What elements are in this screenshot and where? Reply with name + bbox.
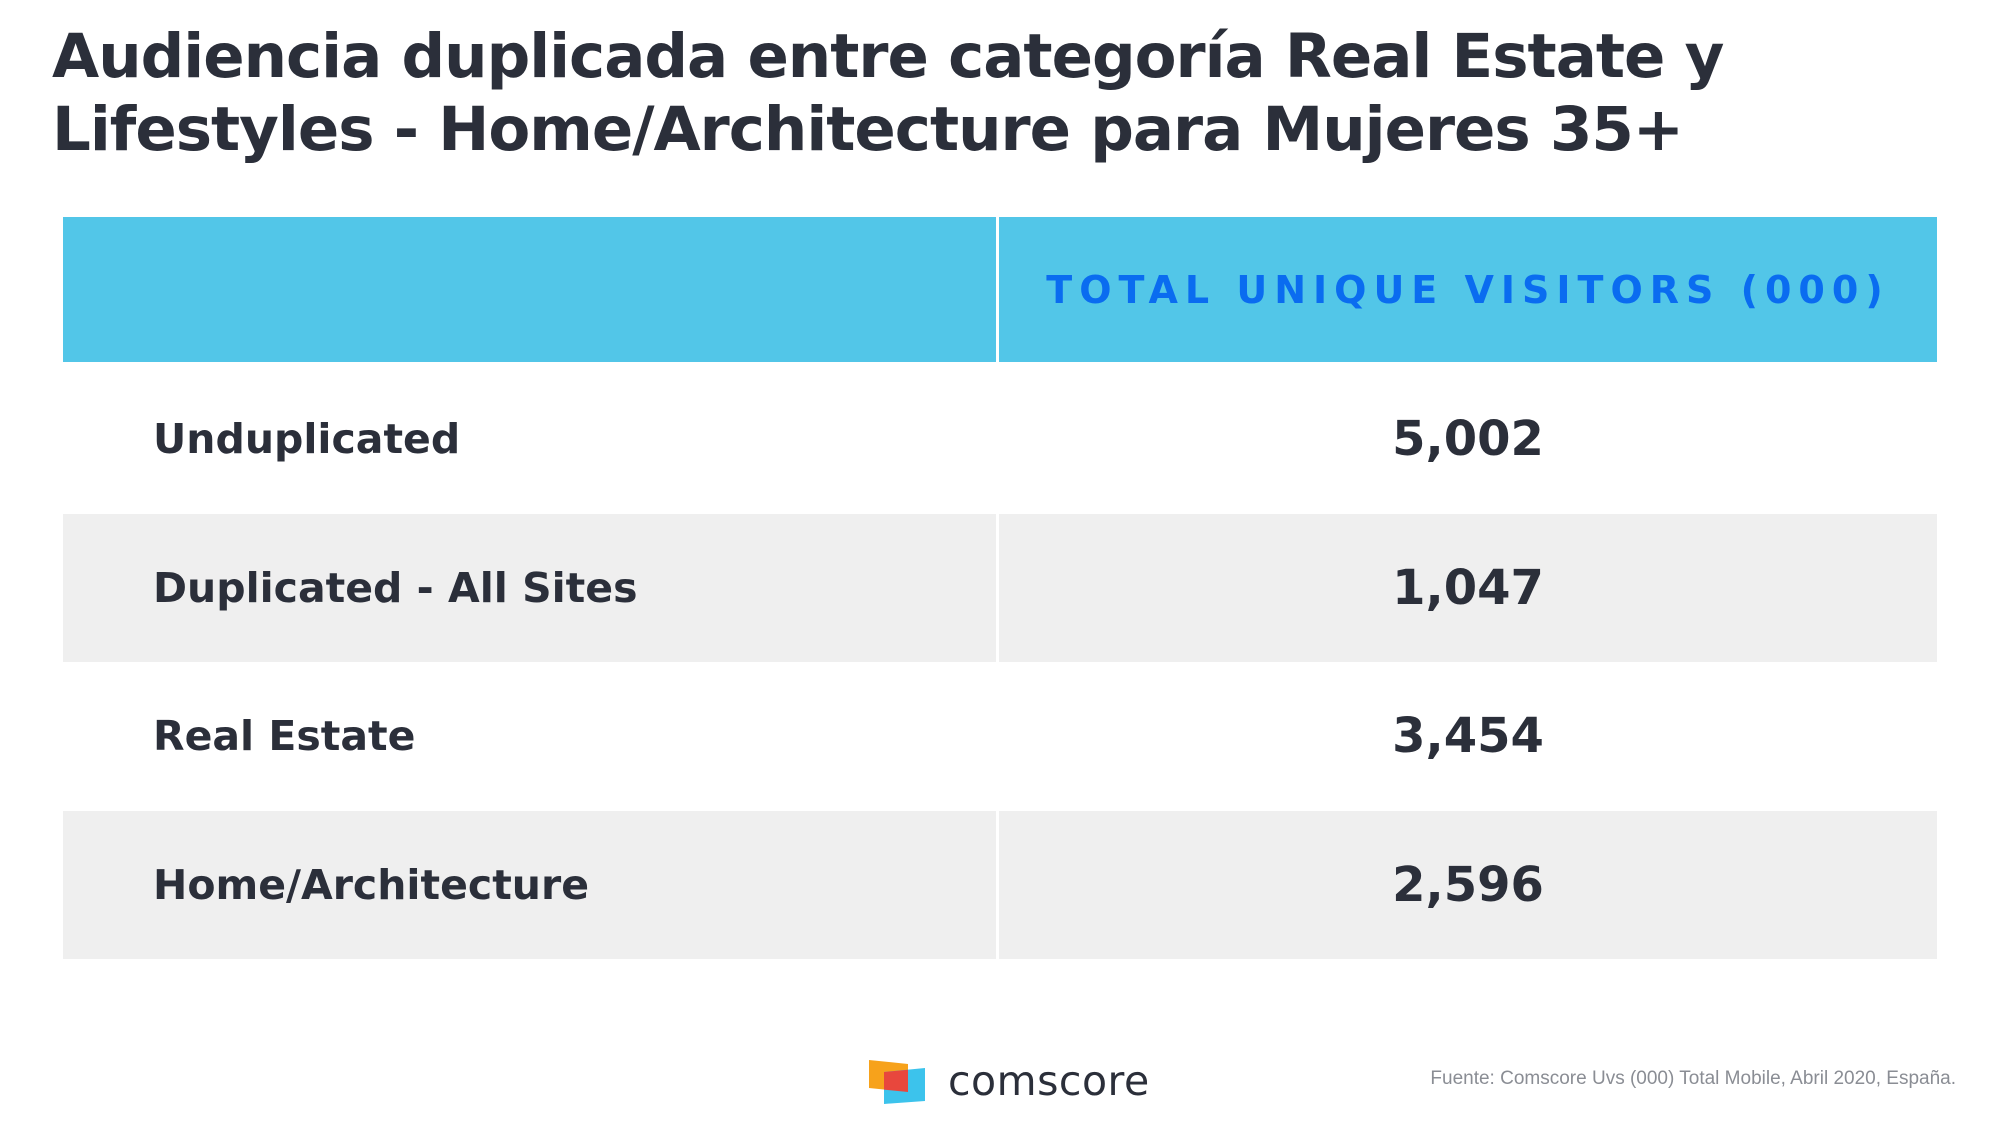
comscore-logo-text: comscore	[948, 1057, 1150, 1105]
table-row: Home/Architecture 2,596	[63, 810, 1937, 959]
row-label-duplicated-all-sites: Duplicated - All Sites	[63, 513, 999, 662]
source-note: Fuente: Comscore Uvs (000) Total Mobile,…	[1430, 1068, 1956, 1089]
row-label-home-architecture: Home/Architecture	[63, 810, 999, 959]
table-row: Real Estate 3,454	[63, 662, 1937, 811]
row-label-real-estate: Real Estate	[63, 662, 999, 811]
visitors-table: TOTAL UNIQUE VISITORS (000) Unduplicated…	[63, 217, 1937, 959]
row-value-unduplicated: 5,002	[1392, 411, 1544, 468]
header-cell-label	[63, 217, 999, 362]
comscore-logo-icon	[868, 1058, 926, 1104]
table-row: Duplicated - All Sites 1,047	[63, 513, 1937, 662]
table-row: Unduplicated 5,002	[63, 365, 1937, 514]
title-line-1: Audiencia duplicada entre categoría Real…	[52, 21, 1724, 92]
page-title: Audiencia duplicada entre categoría Real…	[52, 20, 1932, 166]
header-cell-total-unique-visitors: TOTAL UNIQUE VISITORS (000)	[1046, 267, 1890, 312]
row-value-duplicated-all-sites: 1,047	[1392, 559, 1544, 616]
row-label-unduplicated: Unduplicated	[63, 365, 999, 514]
title-line-2: Lifestyles - Home/Architecture para Muje…	[52, 94, 1684, 165]
comscore-logo: comscore	[868, 1057, 1150, 1105]
row-value-real-estate: 3,454	[1392, 708, 1544, 765]
row-value-home-architecture: 2,596	[1392, 856, 1544, 913]
table-header-row: TOTAL UNIQUE VISITORS (000)	[63, 217, 1937, 362]
